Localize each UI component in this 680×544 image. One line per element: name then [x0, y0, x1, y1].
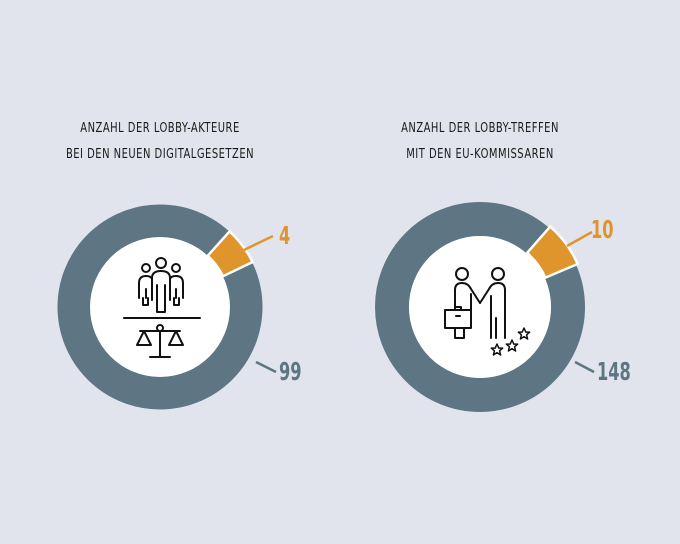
value-label-main: 99 [279, 357, 302, 386]
value-label-main: 148 [597, 357, 631, 386]
stars-icon [490, 327, 531, 356]
donut-lobby-actors [57, 204, 277, 410]
leader-line-main [255, 360, 277, 374]
center-disc [409, 236, 551, 378]
chart-title-lobby-actors: ANZAHL DER LOBBY-AKTEURE BEI DEN NEUEN D… [45, 115, 275, 167]
title-line-1: ANZAHL DER LOBBY-TREFFEN [401, 120, 559, 136]
leader-line-highlight [243, 234, 274, 252]
ring-main-segment [375, 202, 585, 412]
people-and-scales-icon [123, 257, 201, 358]
title-line-1: ANZAHL DER LOBBY-AKTEURE [80, 120, 240, 136]
center-disc [90, 237, 230, 377]
leader-line-highlight [566, 230, 593, 248]
chart-title-lobby-meetings: ANZAHL DER LOBBY-TREFFEN MIT DEN EU-KOMM… [365, 115, 595, 167]
handshake-with-stars-icon [444, 267, 506, 339]
ring-highlight-segment [525, 224, 580, 280]
leader-line-main [574, 360, 595, 374]
donut-lobby-meetings [375, 202, 595, 412]
value-label-highlight: 4 [279, 221, 291, 250]
value-label-highlight: 10 [591, 215, 614, 244]
title-line-2: BEI DEN NEUEN DIGITALGESETZEN [65, 146, 255, 162]
ring-main-segment [57, 204, 263, 410]
title-line-2: MIT DEN EU-KOMMISSAREN [406, 146, 554, 162]
